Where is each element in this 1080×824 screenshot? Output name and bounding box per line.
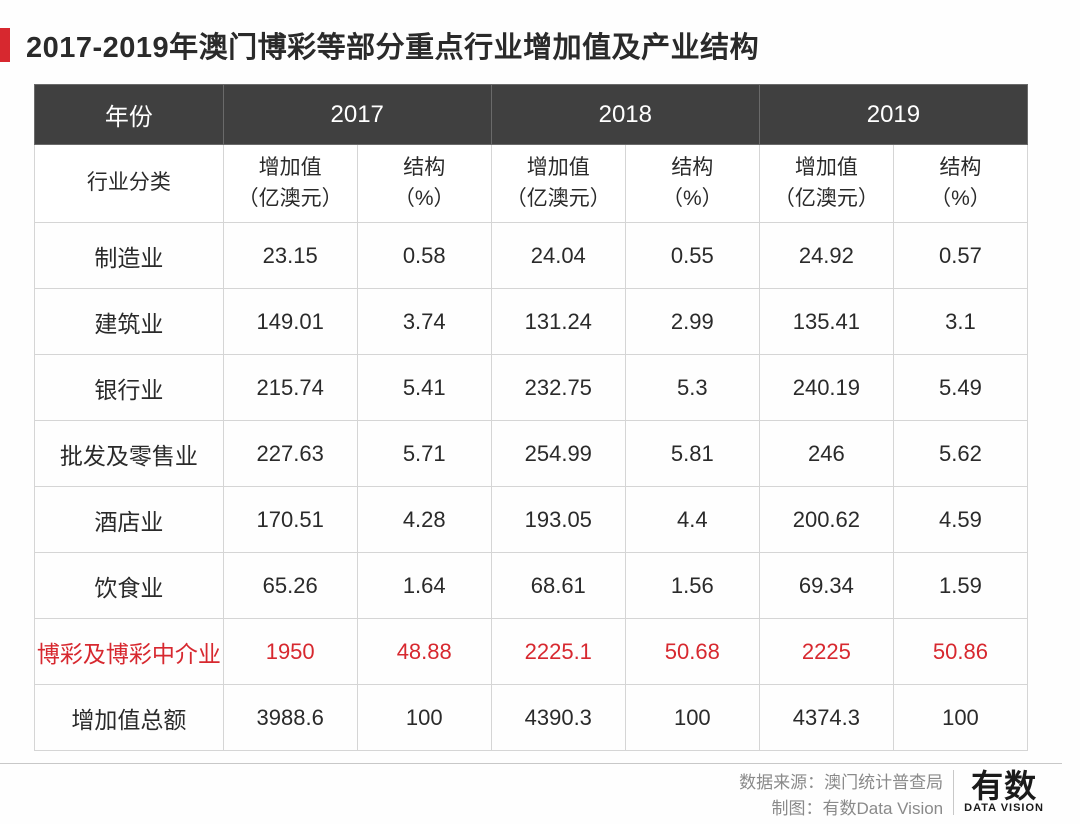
cell-value: 4390.3 <box>491 685 625 751</box>
cell-value: 5.71 <box>357 421 491 487</box>
cell-value: 5.81 <box>625 421 759 487</box>
row-label: 饮食业 <box>35 553 224 619</box>
cell-value: 0.57 <box>893 223 1027 289</box>
cell-value: 23.15 <box>223 223 357 289</box>
footer-text: 数据来源：澳门统计普查局 制图：有数Data Vision <box>739 770 943 821</box>
title-accent-marker <box>0 28 10 62</box>
cell-value: 4.4 <box>625 487 759 553</box>
cell-value: 65.26 <box>223 553 357 619</box>
row-label: 增加值总额 <box>35 685 224 751</box>
chart-label: 制图： <box>772 799 823 818</box>
subhead-col: 结构（%） <box>357 145 491 223</box>
subhead-col: 结构（%） <box>893 145 1027 223</box>
cell-value: 215.74 <box>223 355 357 421</box>
sub-header-row: 行业分类增加值（亿澳元）结构（%）增加值（亿澳元）结构（%）增加值（亿澳元）结构… <box>35 145 1028 223</box>
cell-value: 1.59 <box>893 553 1027 619</box>
infographic-container: 2017-2019年澳门博彩等部分重点行业增加值及产业结构 年份20172018… <box>0 0 1080 821</box>
cell-value: 1.56 <box>625 553 759 619</box>
cell-value: 100 <box>357 685 491 751</box>
table-row: 饮食业65.261.6468.611.5669.341.59 <box>35 553 1028 619</box>
cell-value: 69.34 <box>759 553 893 619</box>
subhead-col: 增加值（亿澳元） <box>491 145 625 223</box>
footer: 数据来源：澳门统计普查局 制图：有数Data Vision 有数 DATA VI… <box>0 763 1062 821</box>
title-bar: 2017-2019年澳门博彩等部分重点行业增加值及产业结构 <box>0 24 1062 66</box>
cell-value: 193.05 <box>491 487 625 553</box>
cell-value: 5.62 <box>893 421 1027 487</box>
logo-sub-text: DATA VISION <box>964 802 1044 815</box>
row-label: 批发及零售业 <box>35 421 224 487</box>
chart-value: 有数Data Vision <box>823 799 944 818</box>
source-label: 数据来源： <box>739 773 824 792</box>
table-row: 批发及零售业227.635.71254.995.812465.62 <box>35 421 1028 487</box>
logo-main-text: 有数 <box>971 770 1037 802</box>
table-row: 酒店业170.514.28193.054.4200.624.59 <box>35 487 1028 553</box>
cell-value: 100 <box>893 685 1027 751</box>
row-label: 酒店业 <box>35 487 224 553</box>
row-label: 银行业 <box>35 355 224 421</box>
cell-value: 135.41 <box>759 289 893 355</box>
cell-value: 149.01 <box>223 289 357 355</box>
cell-value: 227.63 <box>223 421 357 487</box>
year-header-2017: 2017 <box>223 85 491 145</box>
cell-value: 2.99 <box>625 289 759 355</box>
cell-value: 24.92 <box>759 223 893 289</box>
table-row: 银行业215.745.41232.755.3240.195.49 <box>35 355 1028 421</box>
cell-value: 0.55 <box>625 223 759 289</box>
table-body: 制造业23.150.5824.040.5524.920.57建筑业149.013… <box>35 223 1028 751</box>
industry-table: 年份201720182019 行业分类增加值（亿澳元）结构（%）增加值（亿澳元）… <box>34 84 1028 751</box>
row-label: 建筑业 <box>35 289 224 355</box>
cell-value: 3.74 <box>357 289 491 355</box>
subhead-col: 结构（%） <box>625 145 759 223</box>
row-label: 博彩及博彩中介业 <box>35 619 224 685</box>
cell-value: 0.58 <box>357 223 491 289</box>
table-row: 博彩及博彩中介业195048.882225.150.68222550.86 <box>35 619 1028 685</box>
cell-value: 3988.6 <box>223 685 357 751</box>
cell-value: 200.62 <box>759 487 893 553</box>
table-row: 制造业23.150.5824.040.5524.920.57 <box>35 223 1028 289</box>
cell-value: 4374.3 <box>759 685 893 751</box>
subhead-col: 增加值（亿澳元） <box>759 145 893 223</box>
cell-value: 240.19 <box>759 355 893 421</box>
cell-value: 4.28 <box>357 487 491 553</box>
cell-value: 5.3 <box>625 355 759 421</box>
year-header-row: 年份201720182019 <box>35 85 1028 145</box>
cell-value: 100 <box>625 685 759 751</box>
cell-value: 1.64 <box>357 553 491 619</box>
cell-value: 246 <box>759 421 893 487</box>
table-row: 增加值总额3988.61004390.31004374.3100 <box>35 685 1028 751</box>
source-value: 澳门统计普查局 <box>824 773 943 792</box>
cell-value: 2225 <box>759 619 893 685</box>
cell-value: 48.88 <box>357 619 491 685</box>
cell-value: 1950 <box>223 619 357 685</box>
subhead-col: 增加值（亿澳元） <box>223 145 357 223</box>
cell-value: 170.51 <box>223 487 357 553</box>
year-header-2019: 2019 <box>759 85 1027 145</box>
cell-value: 5.41 <box>357 355 491 421</box>
cell-value: 2225.1 <box>491 619 625 685</box>
cell-value: 50.86 <box>893 619 1027 685</box>
row-label: 制造业 <box>35 223 224 289</box>
logo: 有数 DATA VISION <box>953 770 1044 815</box>
cell-value: 4.59 <box>893 487 1027 553</box>
year-header-label: 年份 <box>35 85 224 145</box>
cell-value: 254.99 <box>491 421 625 487</box>
cell-value: 24.04 <box>491 223 625 289</box>
year-header-2018: 2018 <box>491 85 759 145</box>
cell-value: 3.1 <box>893 289 1027 355</box>
cell-value: 131.24 <box>491 289 625 355</box>
cell-value: 5.49 <box>893 355 1027 421</box>
table-row: 建筑业149.013.74131.242.99135.413.1 <box>35 289 1028 355</box>
cell-value: 232.75 <box>491 355 625 421</box>
cell-value: 50.68 <box>625 619 759 685</box>
table-head: 年份201720182019 行业分类增加值（亿澳元）结构（%）增加值（亿澳元）… <box>35 85 1028 223</box>
table-wrapper: 年份201720182019 行业分类增加值（亿澳元）结构（%）增加值（亿澳元）… <box>0 84 1062 751</box>
subhead-industry-label: 行业分类 <box>35 145 224 223</box>
cell-value: 68.61 <box>491 553 625 619</box>
page-title: 2017-2019年澳门博彩等部分重点行业增加值及产业结构 <box>26 24 759 66</box>
